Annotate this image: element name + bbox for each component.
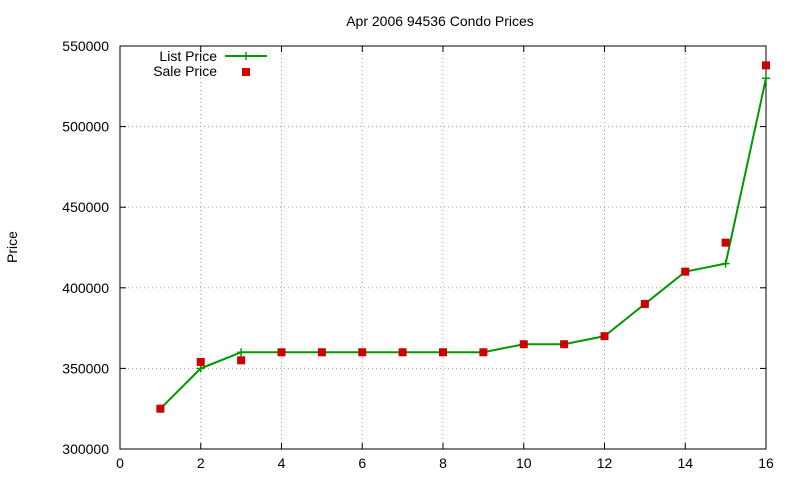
y-tick-label: 300000 (62, 441, 109, 457)
list-price-point (762, 74, 770, 83)
sale-price-point (277, 348, 286, 357)
y-axis-label: Price (4, 231, 20, 263)
x-tick-label: 2 (197, 455, 205, 471)
y-tick-label: 500000 (62, 119, 109, 135)
x-tick-label: 12 (597, 455, 613, 471)
sale-price-point (519, 340, 528, 349)
axes (119, 45, 767, 450)
series (156, 61, 770, 413)
sale-price-point (762, 61, 770, 70)
sale-price-point (358, 348, 367, 357)
legend-label-sale-price: Sale Price (153, 63, 217, 79)
y-tick-label: 350000 (62, 360, 109, 376)
sale-price-point (600, 332, 609, 341)
grid (120, 46, 766, 449)
legend-label-list-price: List Price (159, 48, 217, 64)
x-tick-label: 4 (278, 455, 286, 471)
x-tick-label: 10 (516, 455, 532, 471)
chart-title: Apr 2006 94536 Condo Prices (346, 13, 534, 29)
sale-price-point (479, 348, 488, 357)
sale-price-point (237, 356, 246, 365)
y-tick-label: 450000 (62, 199, 109, 215)
legend-marker-sale-price (242, 68, 250, 76)
list-price-line (159, 78, 767, 410)
sale-price-point (196, 357, 205, 366)
sale-price-point (317, 348, 326, 357)
y-tick-label: 550000 (62, 38, 109, 54)
legend-marker-list-price (242, 52, 250, 60)
x-tick-label: 16 (758, 455, 774, 471)
sale-price-point (681, 267, 690, 276)
sale-price-point (156, 404, 165, 413)
y-tick-label: 400000 (62, 280, 109, 296)
list-price-point (237, 348, 246, 357)
x-tick-label: 14 (677, 455, 693, 471)
sale-price-point (439, 348, 447, 357)
list-price-point (721, 259, 730, 268)
x-tick-label: 6 (358, 455, 366, 471)
sale-price-point (640, 299, 649, 308)
tick-labels: 0 2 4 6 8 10 12 14 16 300000 350000 400000 450000 500… (62, 38, 774, 471)
sale-price-point (721, 238, 730, 247)
x-tick-label: 8 (439, 455, 447, 471)
sale-price-point (398, 348, 407, 357)
sale-price-point (560, 340, 569, 349)
x-tick-label: 0 (116, 455, 124, 471)
